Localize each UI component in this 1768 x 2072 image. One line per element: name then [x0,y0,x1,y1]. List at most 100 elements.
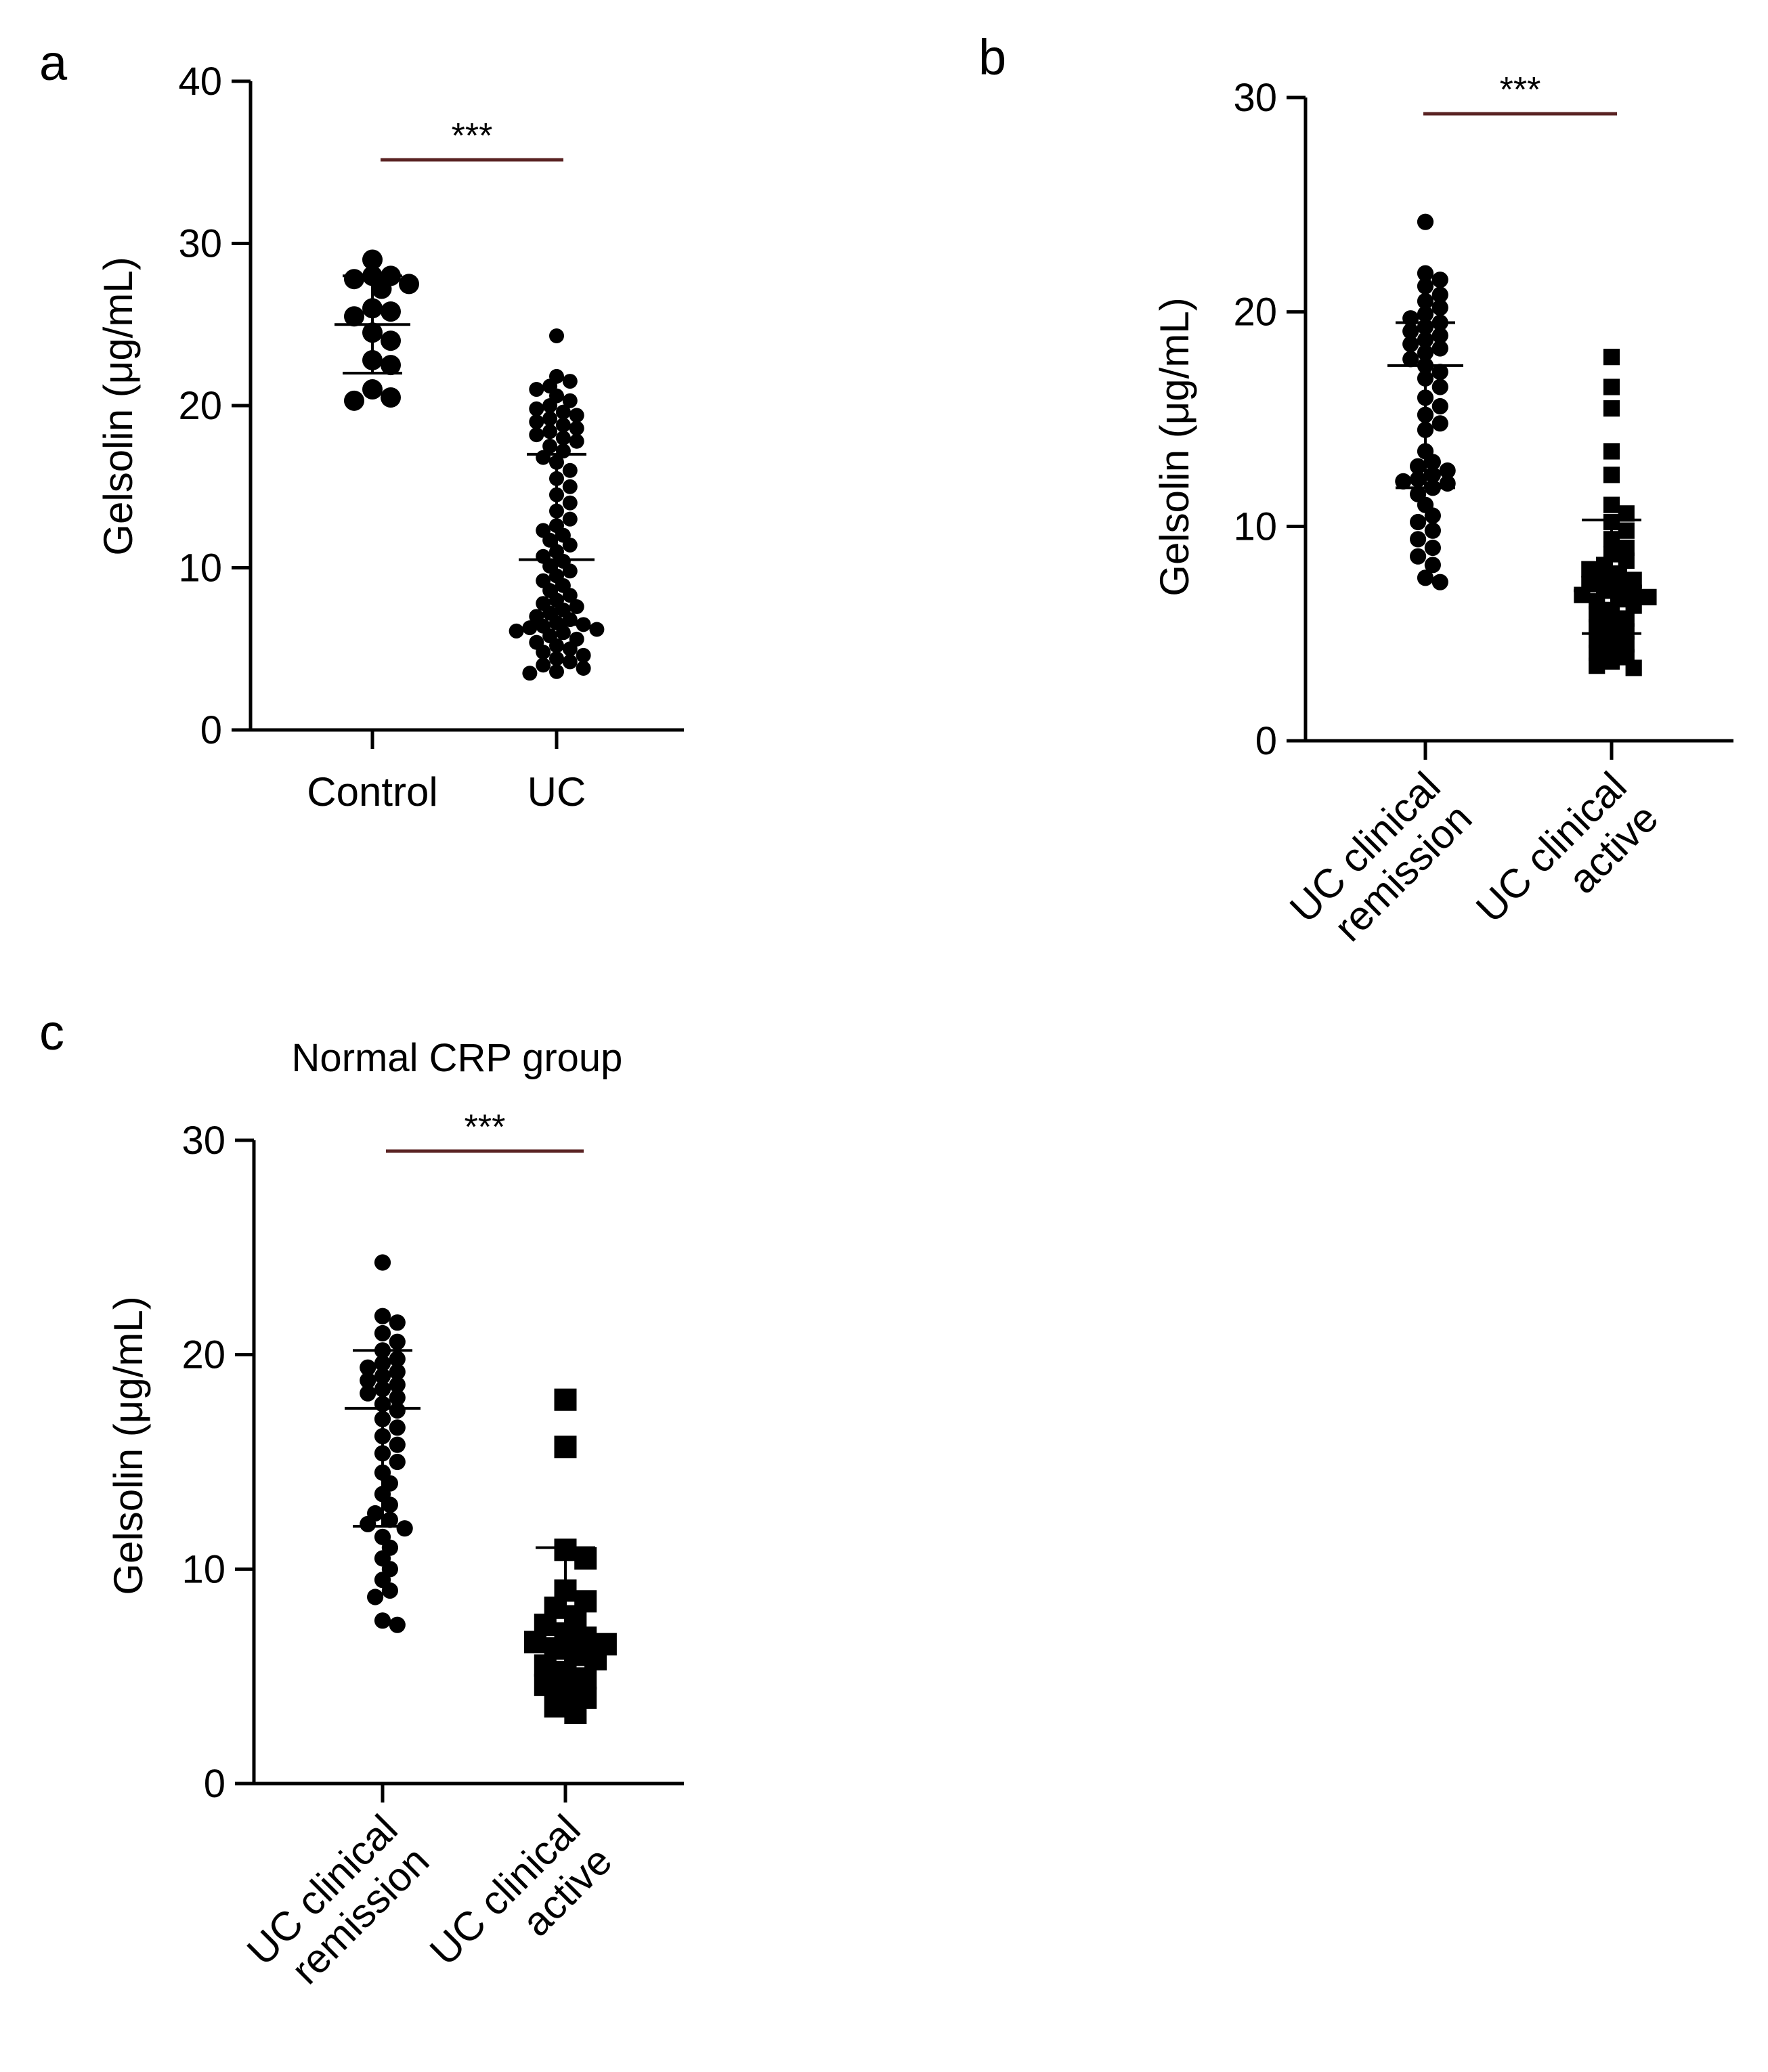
y-tick-label: 10 [1233,504,1277,548]
data-point [555,625,571,641]
data-point [389,1333,406,1350]
significance-stars: *** [1500,70,1541,110]
data-point [1439,475,1456,492]
data-point [1603,653,1620,670]
data-point [344,306,364,327]
data-point [1395,473,1412,490]
data-point [1424,454,1441,471]
data-point [1431,340,1448,357]
data-point [534,1654,557,1677]
significance-stars: *** [452,116,493,156]
series-1 [1387,213,1463,590]
data-point [1424,557,1441,574]
data-point [542,532,558,548]
data-point [1424,539,1441,557]
y-tick-label: 10 [178,546,222,590]
data-point [1402,351,1419,368]
data-point [1574,586,1591,603]
data-point [529,427,544,443]
y-axis-label: Gelsolin (μg/mL) [106,1296,151,1595]
x-category-label: Control [307,769,437,815]
data-point [555,430,571,446]
series-1 [345,1254,421,1633]
data-point [576,647,591,663]
data-point [1410,513,1427,531]
panel-letter: b [978,29,1006,85]
data-point [1410,458,1427,475]
data-point [1431,397,1448,415]
data-point [374,1254,391,1271]
series-2 [1574,349,1657,676]
data-point [536,450,551,465]
data-point [569,433,584,449]
data-point [522,666,538,681]
y-tick-label: 0 [200,708,222,752]
data-point [554,1436,577,1459]
data-point [1410,471,1427,488]
data-point [1417,278,1434,295]
data-point [562,393,578,408]
data-point [381,330,401,351]
data-point [574,1547,597,1570]
data-point [562,495,578,511]
data-point [389,1436,406,1453]
y-tick-label: 30 [178,222,222,266]
data-point [1424,522,1441,539]
data-point [1603,496,1620,513]
data-point [381,1511,398,1528]
data-point [381,1496,398,1513]
data-point [1417,265,1434,282]
data-point [584,1647,607,1670]
data-point [399,274,419,295]
y-tick-label: 10 [181,1547,225,1591]
data-point [574,1667,597,1690]
data-point [374,1324,391,1342]
x-category-label: UC [527,769,586,815]
data-point [1431,327,1448,344]
data-point [381,1582,398,1599]
data-point [1603,349,1620,366]
data-point [562,588,578,603]
y-tick-label: 40 [178,60,222,104]
data-point [1603,379,1620,395]
data-point [1581,561,1598,578]
data-point [562,654,578,670]
data-point [542,438,558,454]
data-point [362,379,383,400]
data-point [1431,379,1448,395]
data-point [529,401,544,416]
panel-b: b Gelsolin (μg/mL) 0 10 20 30 UC clinicalremis… [978,29,1733,950]
data-point [1431,272,1448,288]
data-point [374,1308,391,1324]
data-point [389,1363,406,1381]
data-point [555,417,571,433]
panel-c: c Normal CRP group Gelsolin (μg/mL) 0 10 20 30… [39,1004,684,1993]
data-point [542,411,558,427]
y-tick-label: 0 [1255,719,1277,763]
data-point [544,1695,567,1718]
data-point [344,269,364,290]
data-point [381,387,401,408]
data-point [360,1372,376,1389]
data-point [371,278,392,299]
data-point [1618,522,1635,539]
data-point [1424,507,1441,524]
y-tick-label: 30 [1233,76,1277,120]
data-point [523,1631,546,1654]
data-point [360,1359,376,1376]
data-point [1410,548,1427,565]
data-point [1431,415,1448,432]
data-point [542,398,558,413]
data-point [549,638,564,653]
panel-title: Normal CRP group [292,1036,623,1080]
significance-stars: *** [465,1108,506,1147]
data-point [360,1385,376,1402]
data-point [1410,531,1427,548]
data-point [389,1419,406,1436]
data-point [360,1515,376,1532]
data-point [1589,657,1605,674]
panel-letter: a [39,35,68,91]
